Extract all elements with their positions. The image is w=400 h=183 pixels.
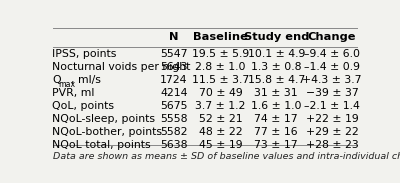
Text: Q: Q xyxy=(52,75,61,85)
Text: 73 ± 17: 73 ± 17 xyxy=(254,140,298,150)
Text: 1724: 1724 xyxy=(160,75,188,85)
Text: 5643: 5643 xyxy=(160,62,188,72)
Text: 70 ± 49: 70 ± 49 xyxy=(199,88,242,98)
Text: , ml/s: , ml/s xyxy=(71,75,101,85)
Text: 2.8 ± 1.0: 2.8 ± 1.0 xyxy=(195,62,246,72)
Text: QoL, points: QoL, points xyxy=(52,101,114,111)
Text: 48 ± 22: 48 ± 22 xyxy=(199,127,242,137)
Text: −39 ± 37: −39 ± 37 xyxy=(306,88,358,98)
Text: 31 ± 31: 31 ± 31 xyxy=(254,88,298,98)
Text: 45 ± 19: 45 ± 19 xyxy=(199,140,242,150)
Text: 3.7 ± 1.2: 3.7 ± 1.2 xyxy=(195,101,246,111)
Text: Baseline: Baseline xyxy=(193,32,248,42)
Text: 5638: 5638 xyxy=(160,140,188,150)
Text: 1.3 ± 0.8: 1.3 ± 0.8 xyxy=(251,62,302,72)
Text: PVR, ml: PVR, ml xyxy=(52,88,95,98)
Text: N: N xyxy=(169,32,179,42)
Text: NQoL total, points: NQoL total, points xyxy=(52,140,151,150)
Text: Data are shown as means ± SD of baseline values and intra-individual changes.: Data are shown as means ± SD of baseline… xyxy=(53,152,400,161)
Text: –1.4 ± 0.9: –1.4 ± 0.9 xyxy=(304,62,360,72)
Text: NQoL-bother, points: NQoL-bother, points xyxy=(52,127,162,137)
Text: +4.3 ± 3.7: +4.3 ± 3.7 xyxy=(302,75,362,85)
Text: +22 ± 19: +22 ± 19 xyxy=(306,114,358,124)
Text: Nocturnal voids per night: Nocturnal voids per night xyxy=(52,62,191,72)
Text: 11.5 ± 3.7: 11.5 ± 3.7 xyxy=(192,75,249,85)
Text: +28 ± 23: +28 ± 23 xyxy=(306,140,358,150)
Text: –9.4 ± 6.0: –9.4 ± 6.0 xyxy=(304,49,360,59)
Text: max: max xyxy=(59,80,76,89)
Text: 77 ± 16: 77 ± 16 xyxy=(254,127,298,137)
Text: 5547: 5547 xyxy=(160,49,188,59)
Text: 4214: 4214 xyxy=(160,88,188,98)
Text: Change: Change xyxy=(308,32,356,42)
Text: 74 ± 17: 74 ± 17 xyxy=(254,114,298,124)
Text: –2.1 ± 1.4: –2.1 ± 1.4 xyxy=(304,101,360,111)
Text: Study end: Study end xyxy=(244,32,309,42)
Text: 5558: 5558 xyxy=(160,114,188,124)
Text: 19.5 ± 5.9: 19.5 ± 5.9 xyxy=(192,49,249,59)
Text: 15.8 ± 4.7: 15.8 ± 4.7 xyxy=(248,75,305,85)
Text: 10.1 ± 4.9: 10.1 ± 4.9 xyxy=(248,49,305,59)
Text: NQoL-sleep, points: NQoL-sleep, points xyxy=(52,114,156,124)
Text: 5582: 5582 xyxy=(160,127,188,137)
Text: 52 ± 21: 52 ± 21 xyxy=(199,114,242,124)
Text: 5675: 5675 xyxy=(160,101,188,111)
Text: 1.6 ± 1.0: 1.6 ± 1.0 xyxy=(251,101,302,111)
Text: +29 ± 22: +29 ± 22 xyxy=(306,127,358,137)
Text: IPSS, points: IPSS, points xyxy=(52,49,117,59)
